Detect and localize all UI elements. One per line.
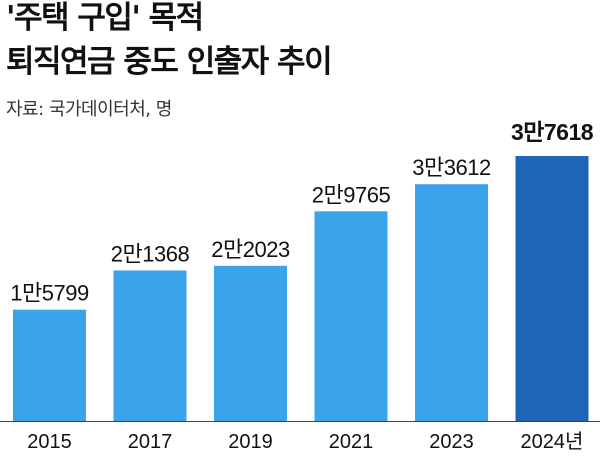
x-tick-label-2023: 2023 (429, 431, 474, 453)
value-label-2019: 2만2023 (211, 237, 290, 262)
value-label-2021: 2만9765 (312, 182, 391, 207)
bar-2023 (415, 184, 488, 421)
x-tick-label-2019: 2019 (228, 431, 273, 453)
value-label-2015: 1만5799 (10, 281, 89, 306)
value-labels-group: 1만5799 2만1368 2만2023 2만9765 3만3612 3만7618 (10, 119, 594, 306)
bar-2019 (214, 265, 287, 421)
chart-title-line-1: '주택 구입' 목적 (6, 0, 204, 36)
x-tick-label-2015: 2015 (27, 431, 72, 453)
bar-2024년 (515, 156, 589, 421)
value-label-2024년: 3만7618 (511, 119, 594, 145)
value-label-2017: 2만1368 (111, 241, 190, 266)
x-tick-label-2021: 2021 (329, 431, 374, 453)
chart-title-line-2: 퇴직연금 중도 인출자 추이 (6, 44, 333, 80)
bar-2015 (13, 309, 86, 421)
bar-2017 (113, 270, 187, 421)
x-tick-label-2017: 2017 (128, 431, 173, 453)
x-tick-label-2024년: 2024년 (521, 430, 584, 453)
x-tick-labels-group: 2015 2017 2019 2021 2023 2024년 (27, 430, 583, 453)
bars-group (13, 156, 589, 421)
source-note: 자료: 국가데이터처, 명 (6, 99, 172, 120)
bar-2021 (314, 211, 388, 421)
value-label-2023: 3만3612 (412, 155, 491, 180)
